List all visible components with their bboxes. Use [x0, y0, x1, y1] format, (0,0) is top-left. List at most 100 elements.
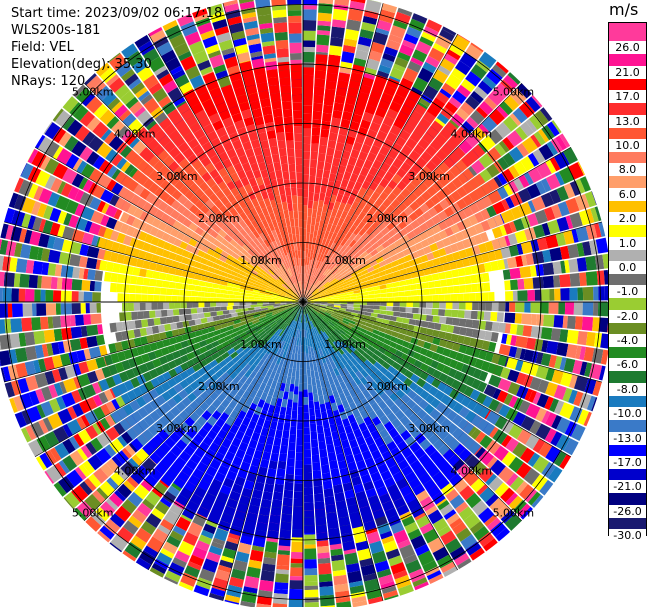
- noise-cell: [136, 502, 152, 517]
- velocity-cell: [216, 293, 224, 298]
- velocity-cell: [241, 342, 250, 350]
- velocity-cell: [209, 373, 219, 383]
- noise-cell: [287, 0, 302, 5]
- noise-cell: [82, 384, 97, 399]
- velocity-cell: [477, 381, 488, 393]
- velocity-cell: [471, 328, 480, 339]
- noise-cell: [60, 303, 72, 315]
- velocity-cell: [405, 329, 415, 337]
- velocity-cell: [141, 353, 151, 364]
- noise-cell: [534, 209, 548, 225]
- noise-cell: [140, 93, 153, 106]
- noise-cell: [563, 438, 579, 456]
- velocity-cell: [414, 466, 427, 479]
- velocity-cell: [304, 494, 314, 503]
- velocity-cell: [263, 384, 271, 394]
- velocity-cell: [332, 341, 340, 349]
- velocity-cell: [239, 375, 248, 385]
- velocity-cell: [332, 157, 341, 167]
- velocity-cell: [353, 452, 364, 463]
- velocity-cell: [471, 347, 481, 358]
- noise-cell: [27, 183, 39, 199]
- noise-cell: [73, 376, 82, 389]
- velocity-cell: [226, 360, 235, 369]
- velocity-cell: [257, 375, 265, 385]
- velocity-cell: [271, 499, 283, 509]
- noise-cell: [374, 560, 390, 573]
- noise-cell: [513, 160, 527, 176]
- velocity-cell: [324, 356, 331, 366]
- noise-cell: [532, 251, 545, 265]
- noise-cell: [405, 559, 422, 574]
- noise-cell: [100, 67, 117, 84]
- noise-cell: [444, 101, 458, 114]
- velocity-cell: [433, 322, 442, 331]
- noise-cell: [140, 520, 157, 536]
- noise-cell: [178, 581, 194, 591]
- noise-cell: [562, 387, 573, 403]
- velocity-cell: [422, 459, 436, 472]
- noise-cell: [290, 563, 303, 568]
- velocity-cell: [246, 383, 255, 393]
- velocity-cell: [278, 319, 285, 326]
- velocity-cell: [307, 302, 315, 305]
- noise-cell: [75, 87, 92, 104]
- velocity-cell: [218, 332, 227, 339]
- noise-cell: [156, 69, 170, 80]
- velocity-cell: [445, 340, 455, 350]
- velocity-cell: [192, 387, 203, 398]
- noise-cell: [517, 503, 531, 518]
- velocity-cell: [424, 444, 437, 457]
- velocity-cell: [304, 322, 306, 331]
- noise-cell: [357, 36, 372, 47]
- noise-cell: [475, 60, 490, 73]
- velocity-cell: [314, 326, 320, 335]
- noise-cell: [128, 78, 142, 90]
- velocity-cell: [166, 309, 174, 317]
- noise-cell: [111, 455, 123, 468]
- velocity-cell: [167, 377, 178, 388]
- velocity-cell: [214, 288, 222, 294]
- noise-cell: [93, 103, 109, 119]
- velocity-cell: [164, 410, 176, 422]
- velocity-cell: [323, 96, 335, 106]
- noise-cell: [86, 75, 102, 91]
- velocity-cell: [311, 355, 316, 364]
- noise-cell: [259, 27, 274, 35]
- noise-cell: [423, 528, 439, 544]
- velocity-cell: [331, 430, 340, 440]
- velocity-cell: [181, 465, 194, 477]
- noise-cell: [180, 55, 197, 71]
- noise-cell: [193, 584, 210, 597]
- velocity-cell: [365, 322, 373, 328]
- noise-cell: [45, 141, 60, 158]
- noise-cell: [412, 577, 428, 588]
- velocity-cell: [360, 302, 367, 306]
- velocity-cell: [300, 352, 303, 361]
- noise-cell: [443, 509, 457, 521]
- velocity-cell: [447, 367, 458, 378]
- noise-cell: [76, 416, 87, 430]
- velocity-cell: [208, 442, 220, 453]
- velocity-cell: [118, 371, 129, 383]
- velocity-cell: [251, 319, 260, 325]
- velocity-cell: [360, 345, 369, 353]
- velocity-cell: [329, 423, 338, 433]
- noise-cell: [187, 561, 202, 571]
- velocity-cell: [312, 110, 323, 120]
- velocity-cell: [314, 303, 321, 305]
- noise-cell: [47, 192, 61, 207]
- noise-cell: [290, 567, 303, 577]
- velocity-cell: [260, 297, 267, 301]
- velocity-cell: [310, 335, 315, 344]
- velocity-cell: [153, 317, 161, 326]
- noise-cell: [65, 199, 79, 215]
- noise-cell: [29, 230, 42, 246]
- velocity-cell: [306, 224, 311, 233]
- noise-cell: [105, 204, 118, 218]
- noise-cell: [555, 434, 571, 451]
- noise-cell: [485, 473, 497, 486]
- noise-cell: [48, 398, 61, 413]
- velocity-cell: [267, 428, 276, 438]
- velocity-cell: [287, 368, 293, 377]
